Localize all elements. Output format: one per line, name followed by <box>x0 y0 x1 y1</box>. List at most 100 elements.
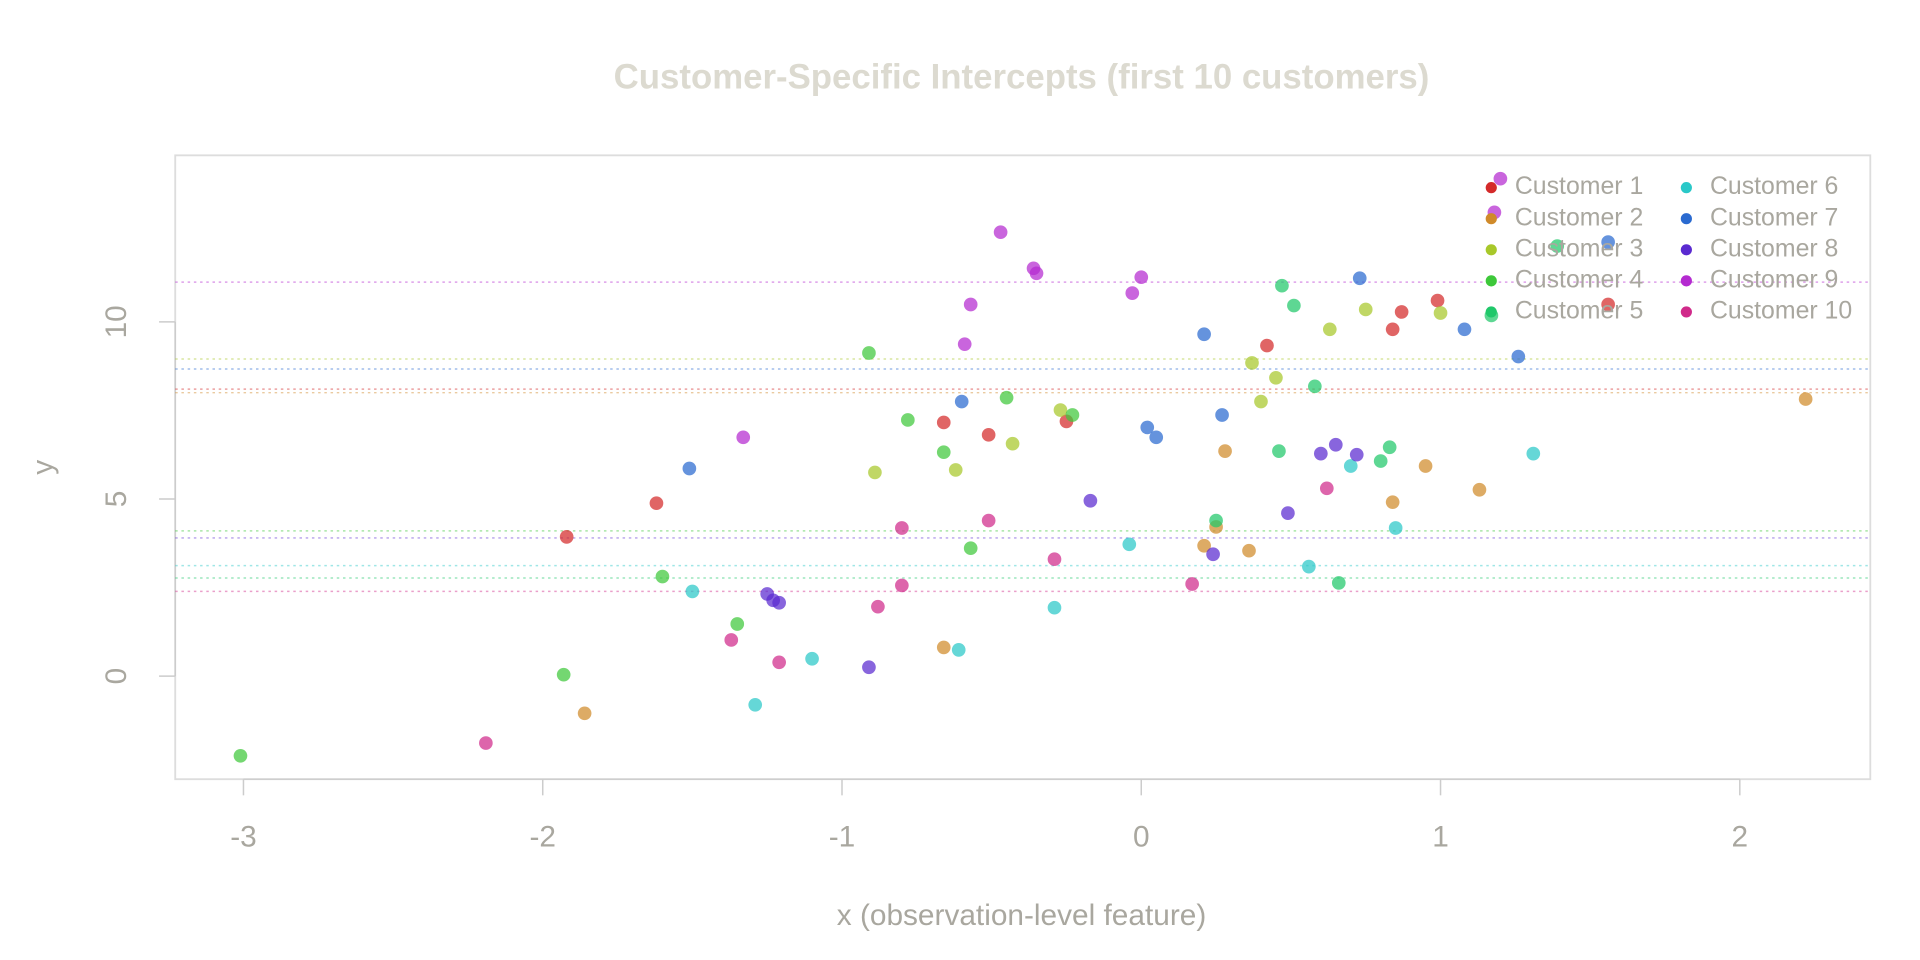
x-tick-label: -2 <box>529 821 556 854</box>
point <box>1197 327 1211 342</box>
point <box>1134 270 1149 285</box>
point <box>1343 459 1358 473</box>
point <box>1245 356 1259 370</box>
legend-marker <box>1485 275 1497 287</box>
y-axis-label: y <box>27 460 60 475</box>
point <box>1319 481 1334 496</box>
point <box>1328 437 1343 452</box>
legend-marker <box>1485 213 1497 225</box>
point <box>1053 403 1068 417</box>
point <box>1352 271 1367 286</box>
point <box>1065 408 1080 422</box>
point <box>1433 306 1448 320</box>
point <box>1526 446 1541 461</box>
point <box>233 748 248 763</box>
point <box>649 496 664 511</box>
point <box>1269 370 1283 385</box>
point <box>1047 552 1062 567</box>
point <box>999 390 1014 405</box>
point <box>951 643 966 657</box>
legend-label: Customer 8 <box>1710 235 1838 262</box>
point <box>1472 482 1487 497</box>
point <box>1197 538 1211 553</box>
point <box>772 655 786 670</box>
point <box>862 660 876 675</box>
point <box>1206 547 1220 562</box>
point <box>936 445 951 460</box>
legend-marker <box>1680 244 1692 256</box>
point <box>1388 521 1403 535</box>
point <box>1601 297 1615 312</box>
point <box>1254 394 1268 409</box>
point <box>1029 266 1044 281</box>
point <box>1313 446 1328 461</box>
point <box>871 599 885 614</box>
point <box>1209 513 1223 528</box>
point <box>1308 379 1322 394</box>
legend-label: Customer 5 <box>1515 297 1643 324</box>
point <box>577 706 592 721</box>
point <box>730 617 745 631</box>
point <box>1272 444 1286 458</box>
point <box>1122 537 1137 552</box>
point <box>936 640 951 655</box>
point <box>1349 447 1364 462</box>
point <box>1302 559 1316 574</box>
point <box>1418 459 1433 473</box>
point <box>1601 235 1615 249</box>
x-tick-label: 0 <box>1133 821 1150 854</box>
y-tick-label: 0 <box>100 668 133 685</box>
legend-marker <box>1680 306 1692 318</box>
point <box>862 346 876 360</box>
point <box>1385 495 1400 509</box>
point <box>1457 322 1472 337</box>
legend-label: Customer 7 <box>1710 204 1838 231</box>
point <box>1430 293 1445 308</box>
point <box>682 461 697 476</box>
point <box>1218 444 1232 458</box>
point <box>1382 440 1397 455</box>
point <box>1385 322 1400 337</box>
point <box>1511 349 1526 364</box>
point <box>772 595 786 610</box>
point <box>868 465 882 480</box>
point <box>1242 543 1256 558</box>
point <box>1493 171 1508 186</box>
point <box>936 415 951 430</box>
point <box>556 667 571 682</box>
point <box>1149 430 1164 445</box>
chart-title: Customer-Specific Intercepts (first 10 c… <box>614 59 1430 97</box>
x-axis-label: x (observation-level feature) <box>837 899 1207 932</box>
point <box>1373 454 1388 468</box>
y-tick-label: 10 <box>100 305 133 338</box>
point <box>1140 420 1155 435</box>
point <box>981 513 996 528</box>
legend-label: Customer 4 <box>1515 266 1644 293</box>
point <box>1287 298 1301 313</box>
point <box>1322 322 1337 337</box>
legend-label: Customer 1 <box>1515 173 1643 200</box>
point <box>981 428 996 442</box>
legend-label: Customer 2 <box>1515 204 1643 231</box>
point <box>948 463 963 477</box>
point <box>724 633 739 647</box>
legend-marker <box>1485 306 1497 318</box>
point <box>1083 493 1098 508</box>
point <box>559 530 574 544</box>
point <box>1185 577 1199 591</box>
point <box>1358 302 1373 317</box>
legend-marker <box>1680 213 1692 225</box>
point <box>901 413 915 427</box>
legend-marker <box>1680 275 1692 287</box>
legend-label: Customer 3 <box>1515 235 1643 262</box>
point <box>805 651 819 666</box>
point <box>1394 305 1409 319</box>
point <box>748 697 763 712</box>
point <box>479 736 493 750</box>
legend-label: Customer 10 <box>1710 297 1852 324</box>
x-tick-label: -1 <box>829 821 856 854</box>
legend-label: Customer 6 <box>1710 173 1838 200</box>
point <box>1798 392 1813 406</box>
legend-label: Customer 9 <box>1710 266 1838 293</box>
